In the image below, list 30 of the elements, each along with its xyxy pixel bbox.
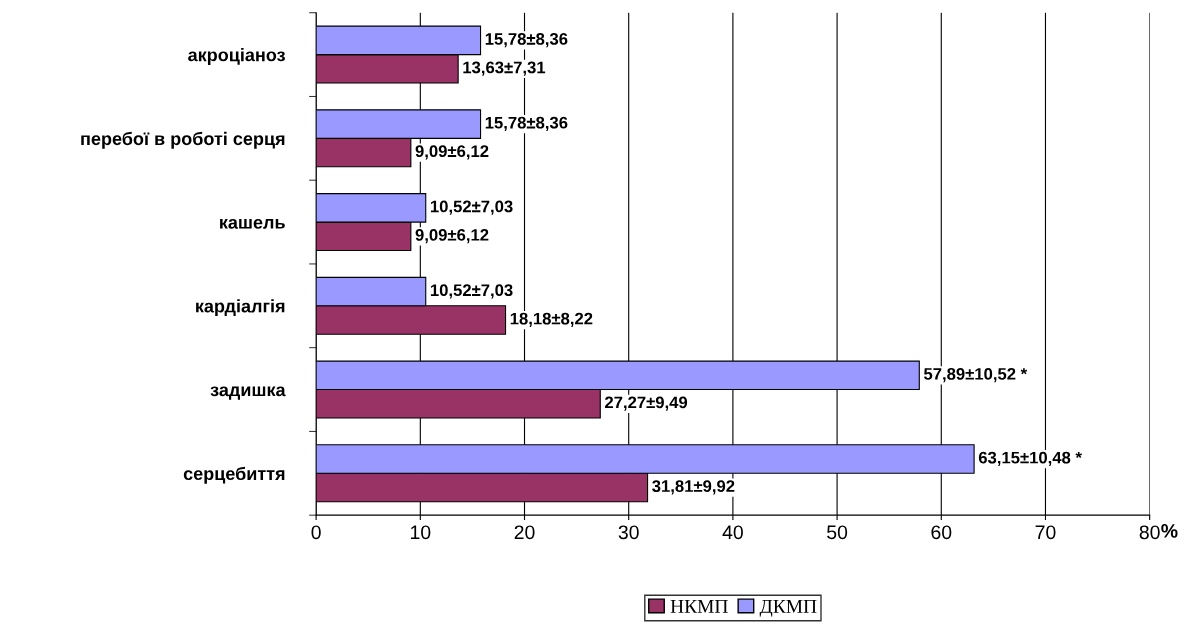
data-label: 57,89±10,52 * — [923, 367, 1028, 383]
x-tick-label: 20 — [514, 525, 535, 540]
y-tick-label: кардіалгія — [196, 299, 285, 317]
data-label: 27,27±9,49 — [605, 396, 688, 411]
x-tick-label: 0 — [311, 525, 321, 540]
data-label: 10,52±7,03 — [430, 284, 513, 299]
x-tick-label: 10 — [410, 525, 431, 540]
y-tick-label: серцебиття — [183, 466, 285, 484]
data-label: 18,18±8,22 — [510, 312, 593, 327]
data-label: 15,78±8,36 — [485, 33, 568, 48]
y-tick-label: кашель — [220, 218, 285, 229]
x-tick-label: 80 — [1139, 525, 1160, 540]
y-tick-label: задишка — [210, 386, 286, 400]
data-label: 15,78±8,36 — [485, 116, 568, 131]
data-label: 31,81±9,92 — [652, 480, 735, 495]
legend-label: ДКМП — [759, 599, 817, 617]
x-axis-title: % — [1161, 524, 1178, 538]
y-tick-label: перебої в роботі серця — [81, 131, 285, 149]
x-tick-label: 60 — [931, 525, 952, 540]
x-tick-label: 50 — [827, 525, 848, 540]
legend-label: НКМП — [670, 599, 728, 613]
data-label: 10,52±7,03 — [430, 200, 513, 215]
data-label: 9,09±6,12 — [415, 145, 489, 160]
data-label: 63,15±10,48 * — [978, 451, 1082, 466]
data-label: 13,63±7,31 — [463, 61, 546, 76]
x-tick-label: 70 — [1035, 525, 1056, 540]
x-tick-label: 30 — [618, 525, 639, 540]
y-tick-label: акроціаноз — [188, 48, 285, 65]
data-label: 9,09±6,12 — [415, 228, 489, 244]
x-tick-label: 40 — [722, 525, 743, 540]
